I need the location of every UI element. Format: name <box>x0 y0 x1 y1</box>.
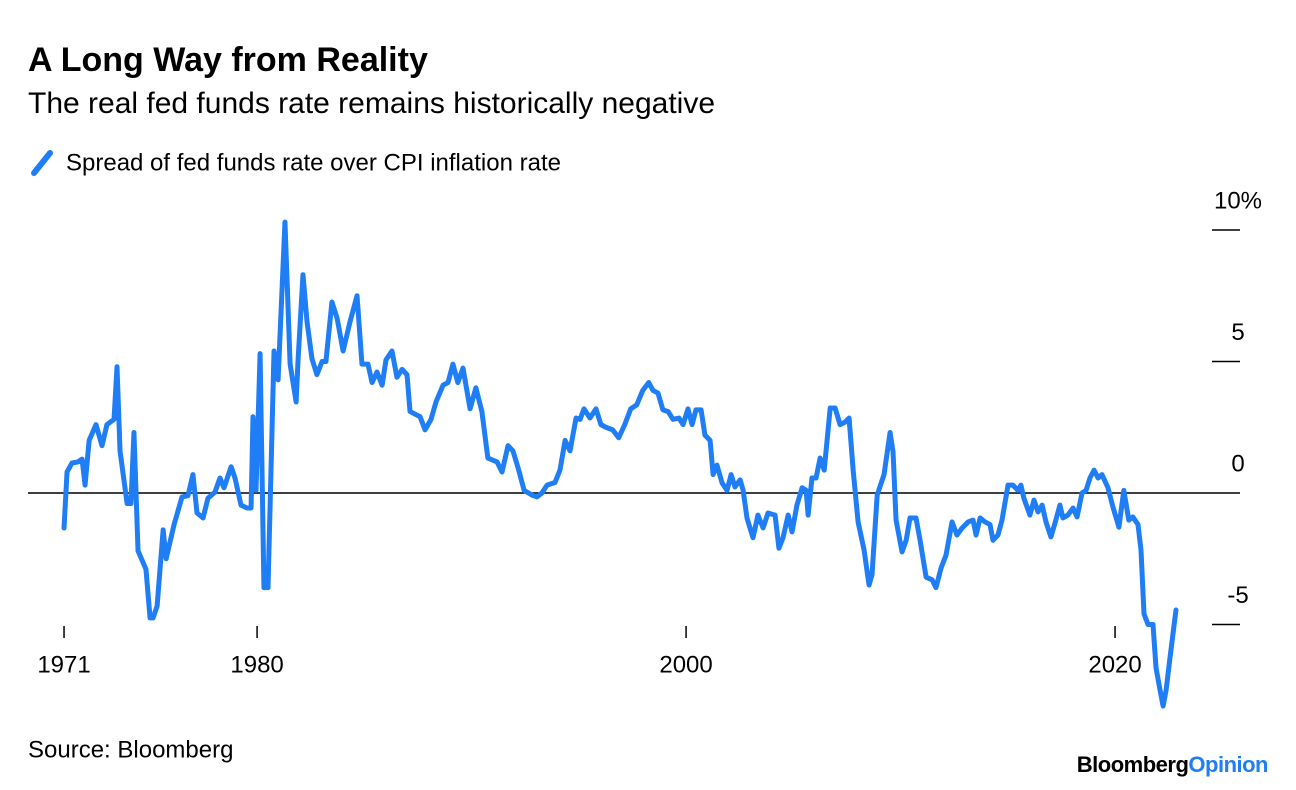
chart-subtitle: The real fed funds rate remains historic… <box>28 87 715 120</box>
logo-brand: Bloomberg <box>1077 752 1189 777</box>
y-tick-label: 5 <box>1231 319 1244 346</box>
chart-title: A Long Way from Reality <box>28 41 428 79</box>
logo: BloombergOpinion <box>1077 752 1268 777</box>
y-tick-label: 0 <box>1231 450 1244 477</box>
x-tick-label: 2000 <box>659 651 712 678</box>
x-tick-label: 1971 <box>37 651 90 678</box>
y-tick-label: 10% <box>1214 187 1262 214</box>
legend-label: Spread of fed funds rate over CPI inflat… <box>66 149 561 176</box>
logo-product: Opinion <box>1188 752 1268 777</box>
x-tick-label: 2020 <box>1088 651 1141 678</box>
source-note: Source: Bloomberg <box>28 736 233 763</box>
x-tick-label: 1980 <box>230 651 283 678</box>
data-line <box>61 219 1179 709</box>
y-tick-label: -5 <box>1227 582 1248 609</box>
legend-swatch <box>31 150 53 176</box>
